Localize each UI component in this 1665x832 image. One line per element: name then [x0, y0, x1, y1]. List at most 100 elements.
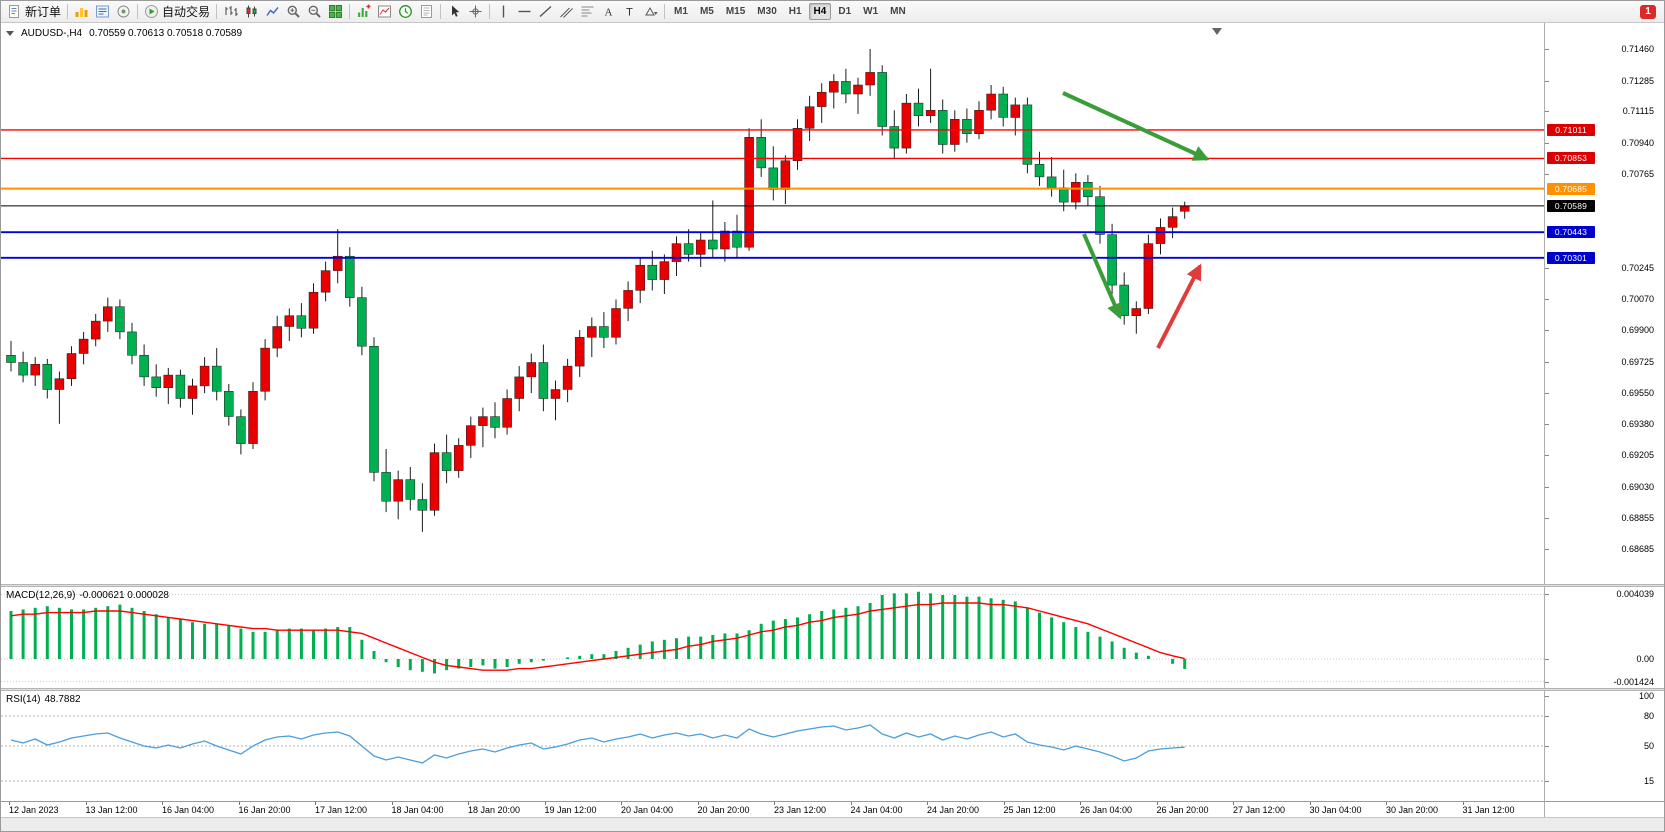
timeframe-m15-button[interactable]: M15 [725, 6, 746, 17]
trendline-button[interactable] [535, 2, 556, 22]
indicators-button[interactable] [353, 2, 374, 22]
price-label: 0.69030 [1621, 481, 1654, 492]
svg-text:A: A [605, 7, 613, 19]
label-button[interactable]: T [619, 2, 640, 22]
new-order-button[interactable]: 新订单 [4, 2, 64, 22]
down-arrow-1[interactable] [1062, 91, 1210, 161]
price-tick [1545, 299, 1549, 301]
toolbar-separator [489, 4, 491, 19]
candle-chart-button[interactable] [241, 2, 262, 22]
chart-area: AUDUSD-,H4 0.70559 0.70613 0.70518 0.705… [1, 23, 1664, 831]
horizontal-line-objects[interactable] [1, 129, 1544, 259]
macd-panel[interactable]: MACD(12,26,9) -0.000621 0.000028 [1, 587, 1544, 688]
templates-icon [419, 4, 434, 19]
price-tick [1545, 393, 1549, 395]
candlestick-chart[interactable]: AUDUSD-,H4 0.70559 0.70613 0.70518 0.705… [1, 23, 1544, 584]
equidistant-channel-button[interactable] [556, 2, 577, 22]
rsi-tick [1545, 746, 1549, 747]
timeframe-m5-button[interactable]: M5 [699, 6, 714, 17]
time-tick [697, 802, 699, 805]
autotrading-button[interactable]: 自动交易 [141, 2, 213, 22]
down-arrow-2[interactable] [1082, 233, 1123, 320]
macd-histogram [9, 591, 1187, 674]
time-label: 26 Jan 20:00 [1156, 805, 1209, 815]
chart-shift-marker[interactable] [1212, 28, 1222, 35]
data-window-button[interactable] [113, 2, 134, 22]
fibonacci-button[interactable] [577, 2, 598, 22]
timeframe-d1-button[interactable]: D1 [838, 6, 852, 17]
time-tick [315, 802, 316, 805]
time-tick [391, 802, 393, 805]
macd-tick [1545, 681, 1549, 683]
timeframe-h4-button[interactable]: H4 [808, 3, 832, 20]
zoom-in-button[interactable] [283, 2, 304, 22]
new-order-icon [7, 4, 22, 19]
templates-button[interactable] [416, 2, 437, 22]
main-chart-svg[interactable] [1, 23, 1544, 584]
zoom-in-icon [286, 4, 301, 19]
rsi-axis[interactable]: 100 80 50 15 [1544, 691, 1664, 801]
crosshair-button[interactable] [465, 2, 486, 22]
crosshair-icon [468, 4, 483, 19]
cursor-button[interactable] [444, 2, 465, 22]
drawn-arrows[interactable] [1062, 91, 1210, 349]
shapes-button[interactable] [640, 2, 661, 22]
timeframe-w1-button[interactable]: W1 [863, 6, 879, 17]
macd-tick [1545, 594, 1549, 596]
price-label: 0.70070 [1621, 294, 1654, 305]
panel-splitter-1[interactable] [1, 584, 1664, 587]
autotrading-label: 自动交易 [162, 5, 211, 19]
rsi-tick [1545, 781, 1549, 782]
price-tag: 0.70443 [1547, 226, 1595, 239]
rsi-axis-label: 80 [1643, 711, 1654, 721]
timeframe-m30-button[interactable]: M30 [757, 6, 777, 17]
toolbar: 新订单 自动交易 A T M1 M5 M15 M30 H1 H4 D1 W1 MN 1 [1, 1, 1664, 23]
timeframe-m1-button[interactable]: M1 [674, 6, 688, 17]
indicator-window-icon [377, 4, 392, 19]
macd-signal-line [10, 602, 1185, 671]
toolbar-separator [440, 4, 442, 19]
price-tag: 0.70589 [1547, 199, 1595, 212]
price-label: 0.68685 [1621, 544, 1654, 554]
line-chart-button[interactable] [262, 2, 283, 22]
time-tick [927, 802, 928, 805]
rsi-panel[interactable]: RSI(14) 48.7882 [1, 691, 1544, 801]
time-label: 16 Jan 04:00 [162, 805, 215, 815]
zoom-out-icon [307, 4, 322, 19]
horizontal-line-button[interactable] [514, 2, 535, 22]
macd-svg [1, 591, 1544, 683]
data-window-icon [116, 4, 131, 19]
text-icon: A [601, 4, 616, 19]
time-axis[interactable]: 12 Jan 2023 13 Jan 12:00 16 Jan 04:00 16 Ja… [1, 801, 1544, 817]
rsi-tick [1545, 696, 1549, 697]
time-label: 31 Jan 12:00 [1462, 805, 1515, 815]
time-label: 24 Jan 04:00 [850, 805, 903, 815]
period-clock-icon [398, 4, 413, 19]
price-tick [1545, 486, 1549, 488]
period-clock-button[interactable] [395, 2, 416, 22]
price-axis[interactable]: 0.71460 0.71285 0.71115 0.70940 0.70765 0.702… [1544, 23, 1664, 584]
vertical-line-button[interactable] [493, 2, 514, 22]
bar-chart-button[interactable] [220, 2, 241, 22]
price-label: 0.71285 [1621, 75, 1654, 86]
rsi-axis-label: 100 [1638, 691, 1654, 701]
rsi-tick [1545, 716, 1549, 717]
timeframe-h1-button[interactable]: H1 [788, 6, 802, 17]
time-tick [774, 802, 775, 805]
market-watch-button[interactable] [92, 2, 113, 22]
indicator-window-button[interactable] [374, 2, 395, 22]
timeframe-mn-button[interactable]: MN [890, 6, 906, 17]
up-arrow[interactable] [1156, 263, 1202, 349]
time-label: 30 Jan 04:00 [1309, 805, 1362, 815]
macd-axis[interactable]: 0.004039 0.00 -0.001424 [1544, 587, 1664, 688]
candles [6, 49, 1190, 532]
symbols-gold-icon [74, 4, 89, 19]
text-button[interactable]: A [598, 2, 619, 22]
tile-windows-button[interactable] [325, 2, 346, 22]
time-label: 24 Jan 20:00 [927, 805, 980, 815]
symbols-gold-button[interactable] [71, 2, 92, 22]
zoom-out-button[interactable] [304, 2, 325, 22]
panel-splitter-2[interactable] [1, 688, 1664, 691]
time-tick [1309, 802, 1311, 805]
time-label: 16 Jan 20:00 [238, 805, 291, 815]
